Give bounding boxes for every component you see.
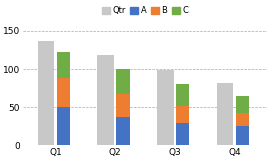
Bar [97,55,114,145]
Bar [116,117,130,145]
Bar [116,69,130,94]
Bar [57,107,70,145]
Legend: Qtr, A, B, C: Qtr, A, B, C [99,3,191,19]
Bar [236,126,249,145]
Bar [57,78,70,107]
Bar [157,70,174,145]
Bar [176,123,189,145]
Bar [236,96,249,113]
Bar [176,106,189,123]
Bar [176,84,189,106]
Bar [217,83,233,145]
Bar [236,113,249,126]
Bar [38,41,54,145]
Bar [57,52,70,78]
Bar [116,94,130,117]
